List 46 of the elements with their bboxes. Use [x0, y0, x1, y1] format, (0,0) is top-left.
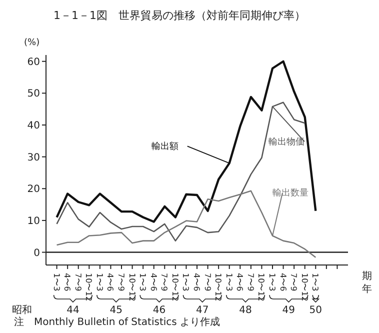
x-tick-label: 1〜3 [52, 273, 61, 292]
text: 46 [152, 305, 166, 316]
x-tick-label: 4〜6 [278, 273, 288, 292]
x-tick-label: 4〜6 [235, 273, 244, 292]
x-tick-label: 7〜9 [289, 273, 298, 292]
text: 45 [110, 305, 122, 316]
text: 47 [196, 305, 209, 316]
text: 注 Monthly Bulletin of Statistics より作成 [14, 316, 220, 328]
y-axis-title: (%) [24, 38, 40, 48]
x-tick-label: 10〜12 [127, 273, 136, 302]
x-tick-label: 10〜12 [256, 273, 266, 302]
x-tick-label: 4〜6 [148, 273, 158, 292]
x-tick-label: 1〜3 [310, 273, 320, 292]
x-tick-label: 10〜12 [84, 273, 94, 302]
y-tick-label: 10 [27, 216, 40, 228]
y-tick-label: 20 [27, 184, 40, 196]
x-tick-label: 1〜3 [94, 273, 104, 292]
text: 49 [282, 305, 296, 316]
x-tick-label: 7〜9 [202, 273, 212, 292]
text: 44 [66, 305, 80, 316]
x-tick-label: 4〜6 [106, 273, 115, 292]
y-tick-label: 30 [27, 152, 40, 164]
x-tick-label: 1〜3 [268, 273, 276, 292]
x-tick-label: 10〜12 [300, 273, 309, 302]
x-tick-label: 7〜9 [73, 273, 82, 292]
x-tick-label: 7〜9 [160, 273, 169, 292]
series-label: 輸出物価 [268, 136, 304, 148]
x-axis-title: 期年 [362, 270, 372, 295]
x-tick-label: 7〜9 [246, 273, 255, 292]
y-tick-label: 40 [27, 120, 40, 132]
text: 50 [309, 305, 322, 316]
x-tick-label: 1〜3 [181, 273, 190, 292]
x-tick-label: 10〜12 [214, 273, 223, 302]
x-tick-label: 1〜3 [138, 273, 148, 292]
y-tick-label: 60 [27, 56, 40, 68]
text: 48 [239, 305, 252, 316]
text: 昭和 [12, 304, 32, 316]
y-tick-label: 50 [27, 88, 40, 100]
x-tick-label: 4〜6 [62, 273, 72, 292]
x-tick-label: 7〜9 [116, 273, 126, 292]
x-tick-label: 10〜12 [170, 273, 180, 302]
chart-title: 1－1－1図 世界貿易の推移（対前年同期伸び率） [52, 8, 306, 23]
x-tick-label: 1〜3 [224, 273, 234, 292]
y-tick-label: 0 [34, 248, 40, 259]
x-tick-label: 4〜6 [192, 273, 201, 292]
text: 輸出額 [151, 141, 178, 152]
